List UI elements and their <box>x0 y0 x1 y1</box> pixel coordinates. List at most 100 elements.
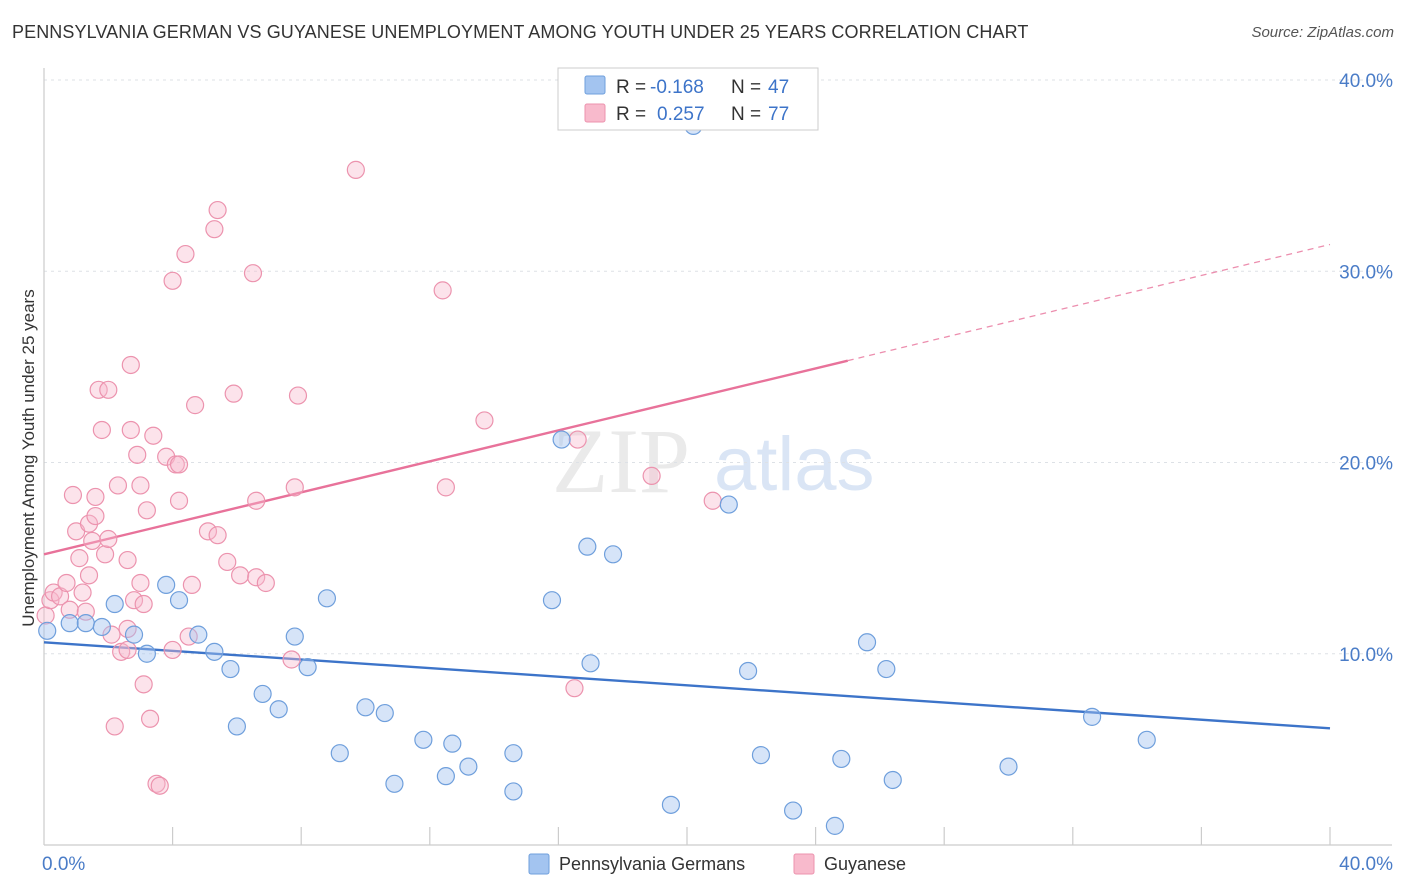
guyanese-point-4 <box>57 573 76 593</box>
pennsylvania-germans-point-39 <box>825 816 844 835</box>
guyanese-point-52 <box>205 220 224 239</box>
pennsylvania-germans-point-12 <box>227 717 246 736</box>
series-label-guyanese: Guyanese <box>824 854 906 874</box>
guyanese-point-72 <box>703 491 722 510</box>
guyanese-point-45 <box>169 455 189 474</box>
series-label-pennsylvania-germans: Pennsylvania Germans <box>559 854 745 874</box>
guyanese-point-71 <box>642 466 661 485</box>
guyanese-point-59 <box>247 491 266 510</box>
y-tick-label-40: 40.0% <box>1339 71 1393 92</box>
pennsylvania-germans-point-9 <box>189 625 208 644</box>
chart-source: Source: ZipAtlas.com <box>1251 24 1394 41</box>
watermark-atlas: atlas <box>714 422 875 507</box>
y-tick-label-10: 10.0% <box>1339 645 1393 666</box>
guyanese-point-0 <box>36 606 55 625</box>
series-legend: Pennsylvania Germans Guyanese <box>528 853 906 875</box>
pennsylvania-germans-point-24 <box>443 734 462 753</box>
guyanese-point-46 <box>169 491 189 510</box>
pennsylvania-germans-point-14 <box>269 700 288 719</box>
guyanese-point-65 <box>346 160 365 179</box>
guyanese-point-19 <box>99 529 118 549</box>
pennsylvania-germans-point-27 <box>504 744 523 763</box>
guyanese-point-51 <box>198 522 218 541</box>
guyanese-point-47 <box>176 244 195 264</box>
pennsylvania-germans-point-31 <box>581 654 600 673</box>
guyanese-point-42 <box>163 271 182 290</box>
pennsylvania-germans-point-29 <box>552 430 571 449</box>
watermark-zip: ZIP <box>552 410 690 512</box>
legend-r-value-pink: 0.257 <box>657 104 705 125</box>
pennsylvania-germans-point-25 <box>459 757 478 776</box>
trend-line-pennsylvania-germans <box>43 641 1331 730</box>
pennsylvania-germans-point-16 <box>298 658 317 677</box>
guyanese-point-68 <box>475 411 494 430</box>
pennsylvania-germans-point-33 <box>661 795 681 814</box>
pennsylvania-germans-point-6 <box>137 644 156 663</box>
guyanese-point-69 <box>565 679 584 698</box>
guyanese-point-37 <box>140 709 160 728</box>
pennsylvania-germans-point-22 <box>414 730 433 749</box>
pennsylvania-germans-point-43 <box>883 770 902 790</box>
guyanese-point-8 <box>70 549 89 568</box>
x-tick-labels: 0.0% 40.0% <box>42 854 1393 875</box>
pennsylvania-germans-point-23 <box>436 767 455 786</box>
guyanese-point-53 <box>208 526 227 545</box>
pennsylvania-germans-point-40 <box>832 749 851 769</box>
legend-n-label-pink: N = <box>731 104 761 125</box>
pennsylvania-germans-point-28 <box>542 591 562 610</box>
guyanese-point-17 <box>92 420 111 440</box>
grid-lines <box>44 79 1392 655</box>
pennsylvania-germans-point-3 <box>92 617 111 637</box>
y-tick-labels: 10.0% 20.0% 30.0% 40.0% <box>1339 71 1393 666</box>
guyanese-point-11 <box>79 566 99 585</box>
guyanese-point-57 <box>231 566 250 585</box>
guyanese-point-27 <box>118 640 137 660</box>
pennsylvania-germans-point-7 <box>157 575 176 595</box>
y-tick-label-20: 20.0% <box>1339 454 1393 475</box>
guyanese-point-33 <box>131 573 150 593</box>
legend-swatch-blue <box>584 75 606 95</box>
pennsylvania-germans-point-18 <box>330 744 349 763</box>
guyanese-point-62 <box>282 650 301 669</box>
pennsylvania-germans-point-10 <box>205 642 224 661</box>
pennsylvania-germans-point-30 <box>578 537 597 556</box>
pennsylvania-germans-point-13 <box>253 684 272 704</box>
y-axis-label: Unemployment Among Youth under 25 years <box>19 289 38 626</box>
guyanese-point-50 <box>186 396 205 415</box>
guyanese-point-9 <box>73 583 92 602</box>
guyanese-point-22 <box>105 717 124 736</box>
guyanese-point-31 <box>128 445 147 464</box>
pennsylvania-germans-point-1 <box>60 614 79 633</box>
guyanese-point-30 <box>124 591 144 610</box>
pennsylvania-germans-point-0 <box>38 621 57 640</box>
legend-r-label-pink: R = <box>616 104 646 125</box>
guyanese-point-35 <box>134 675 153 694</box>
guyanese-point-56 <box>224 384 243 403</box>
pennsylvania-germans-point-45 <box>1082 707 1102 726</box>
guyanese-point-13 <box>83 531 102 551</box>
guyanese-point-58 <box>243 264 263 283</box>
guyanese-points <box>36 160 722 795</box>
pennsylvania-germans-point-46 <box>1137 730 1156 749</box>
guyanese-point-14 <box>86 506 105 526</box>
legend-n-value-pink: 77 <box>768 104 789 125</box>
guyanese-point-15 <box>86 487 105 507</box>
guyanese-point-24 <box>112 642 131 661</box>
correlation-legend: R = -0.168 N = 47 R = 0.257 N = 77 <box>557 67 819 131</box>
guyanese-point-38 <box>144 426 163 445</box>
chart-title: PENNSYLVANIA GERMAN VS GUYANESE UNEMPLOY… <box>12 22 1029 42</box>
guyanese-point-18 <box>95 545 115 564</box>
pennsylvania-germans-point-15 <box>285 627 304 646</box>
series-swatch-pennsylvania-germans <box>528 853 550 875</box>
pennsylvania-germans-point-21 <box>385 774 404 793</box>
guyanese-point-39 <box>147 774 166 793</box>
x-tick-label-min: 0.0% <box>42 854 85 875</box>
guyanese-point-40 <box>150 776 169 795</box>
guyanese-point-21 <box>102 625 121 644</box>
series-swatch-guyanese <box>793 853 815 875</box>
guyanese-point-55 <box>218 552 237 572</box>
legend-r-value-blue: -0.168 <box>650 77 704 98</box>
pennsylvania-germans-points <box>38 116 1156 835</box>
pennsylvania-germans-point-26 <box>504 782 523 801</box>
legend-n-value-blue: 47 <box>768 77 789 98</box>
